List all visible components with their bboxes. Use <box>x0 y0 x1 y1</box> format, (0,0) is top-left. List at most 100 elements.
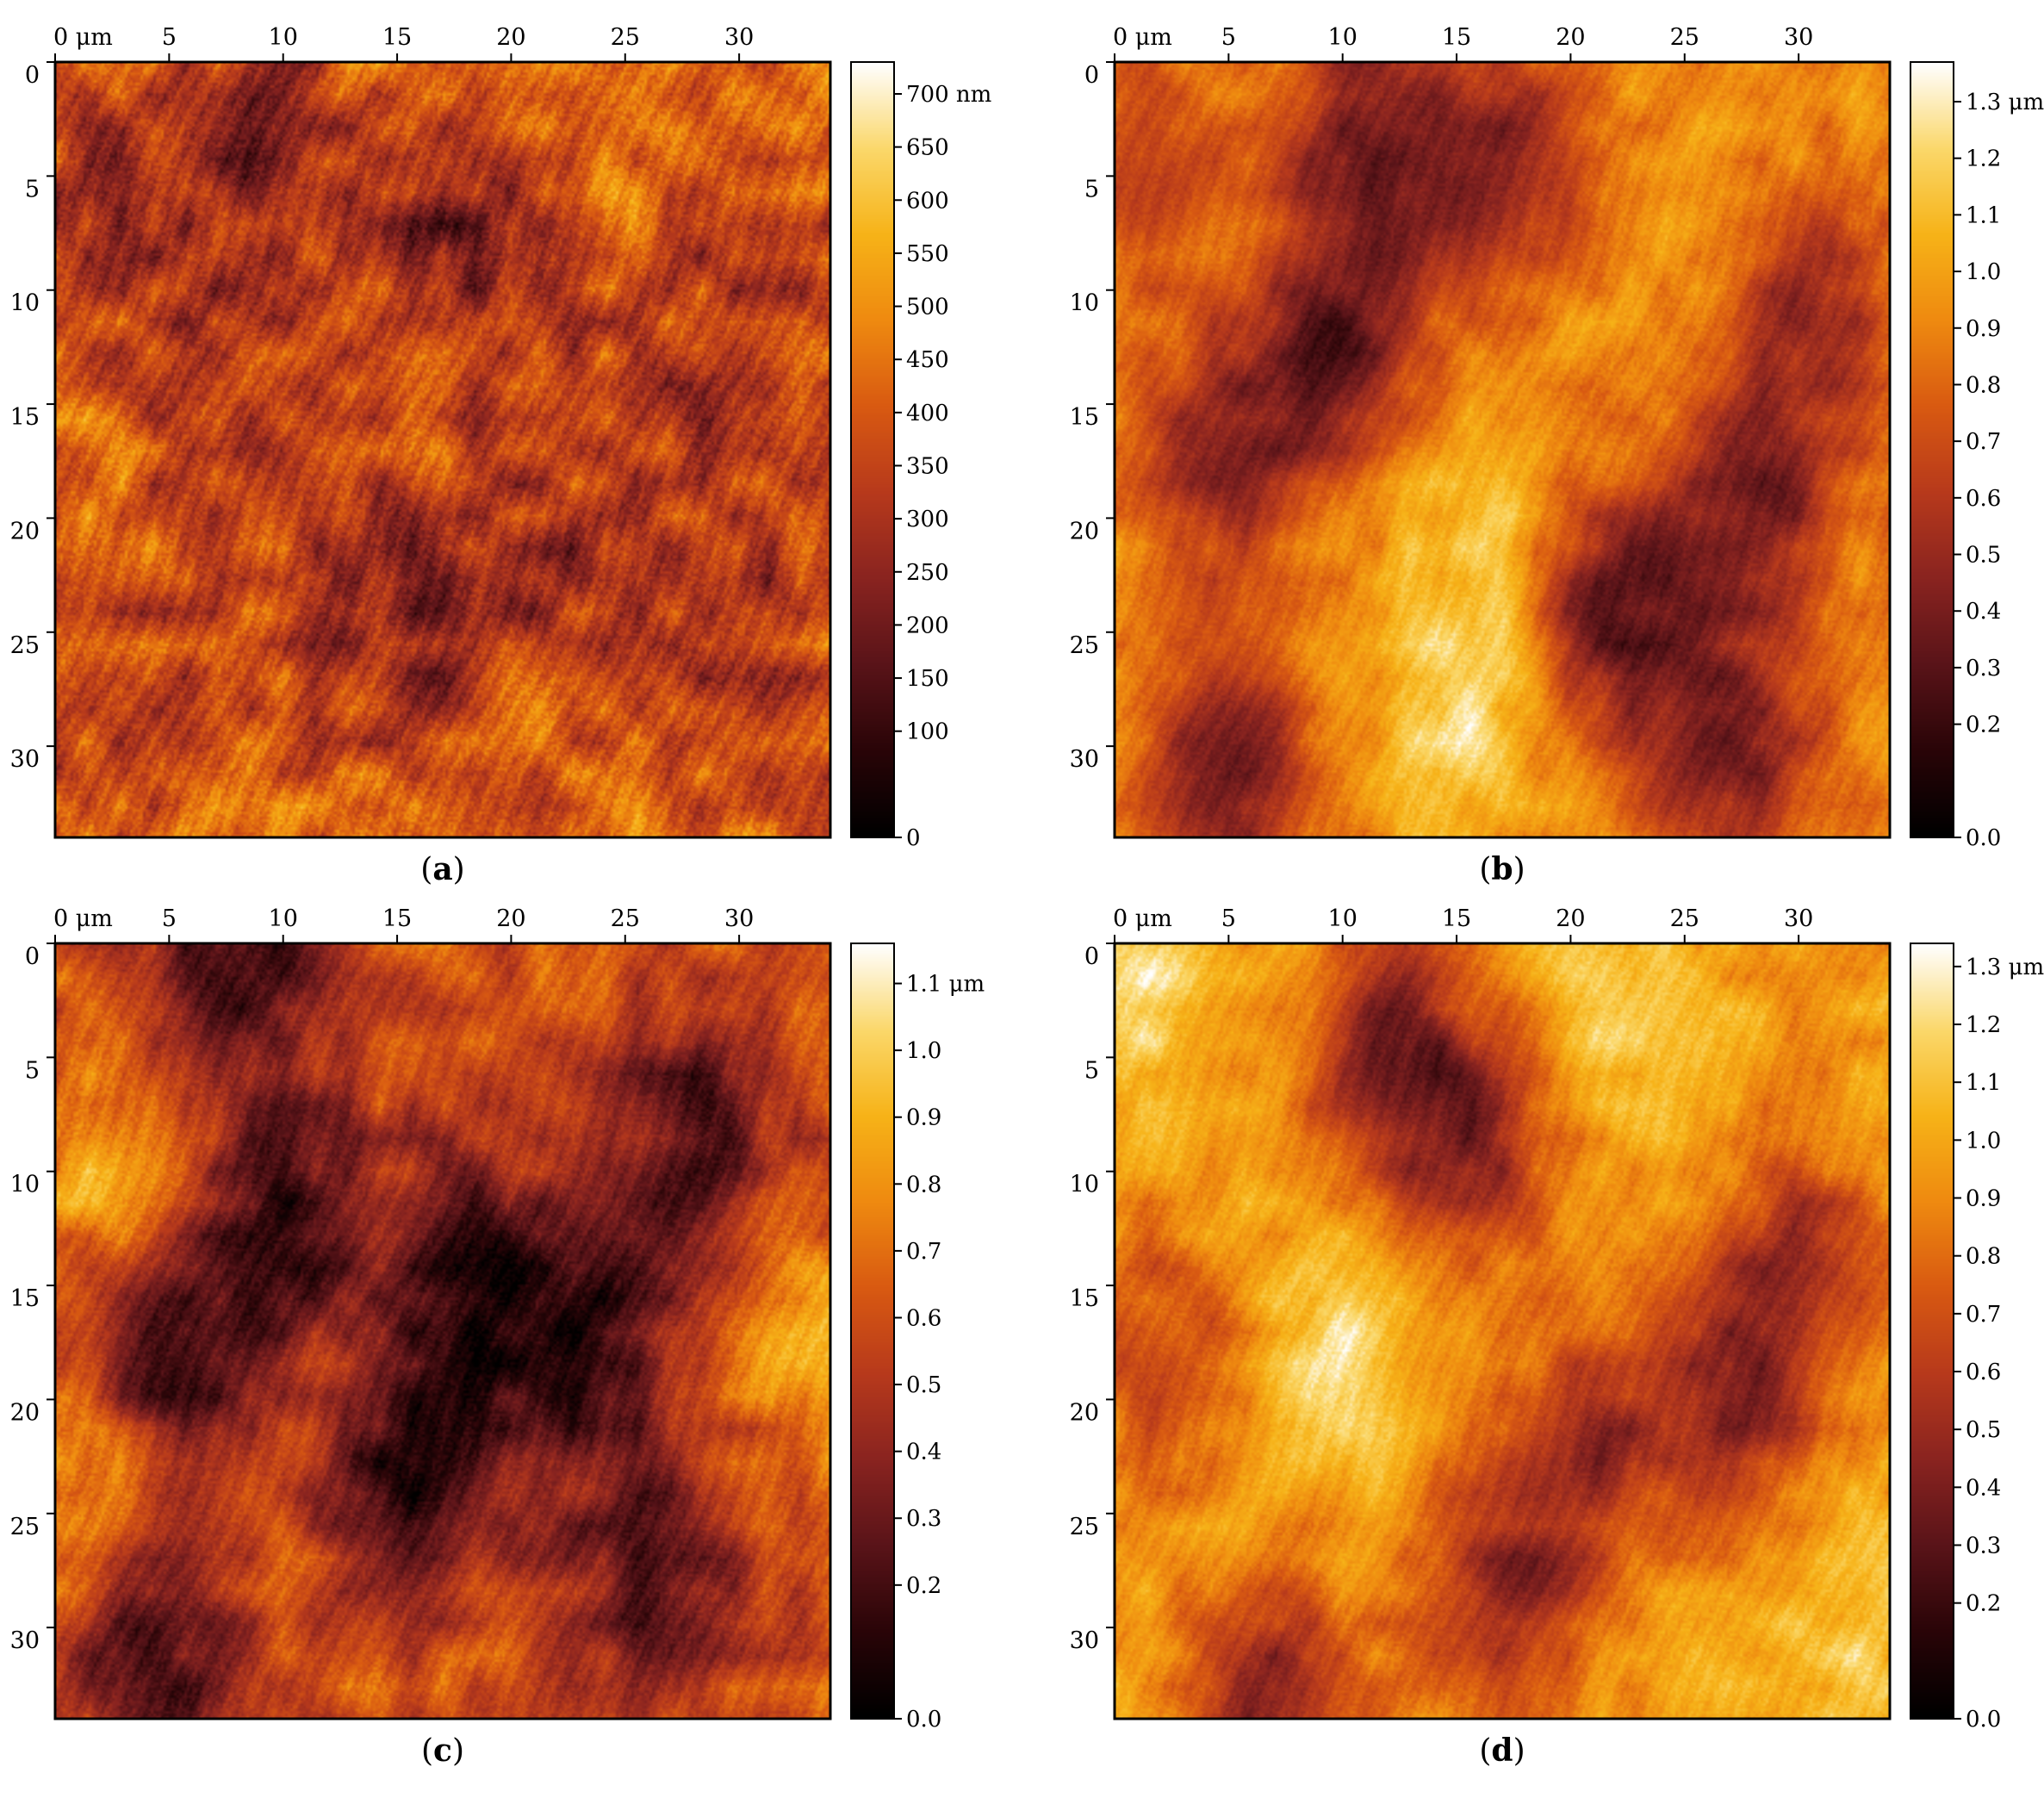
colorbar-label: 0.9 <box>1966 316 2001 342</box>
colorbar-frame <box>850 943 895 1720</box>
y-tick-label: 20 <box>1070 518 1099 544</box>
y-tick-label: 5 <box>1084 176 1099 202</box>
colorbar-label: 0.2 <box>906 1573 941 1599</box>
colorbar-label: 0.5 <box>1966 543 2001 569</box>
x-tick-label: 5 <box>162 24 177 51</box>
colorbar-label: 600 <box>906 188 949 214</box>
colorbar-label: 0.5 <box>1966 1417 2001 1443</box>
colorbar-label: 0.4 <box>1966 1475 2001 1501</box>
colorbar-label: 0.6 <box>1966 1359 2001 1385</box>
y-tick-label: 15 <box>10 404 40 431</box>
y-tick-label: 30 <box>1070 746 1099 773</box>
afm-map-c: 0 μm 5 10 15 20 25 30 0 5 10 15 20 25 30 1.1 μm 1.0 0.9 0… <box>10 905 985 1733</box>
colorbar-gradient <box>851 943 894 1719</box>
y-tick-label: 0 <box>25 943 40 970</box>
colorbar-label: 0.8 <box>1966 1244 2001 1270</box>
colorbar-label: 0.2 <box>1966 1591 2001 1617</box>
panel-a: 0 μm 5 10 15 20 25 30 0 5 10 15 20 25 30 700 nm 650 600 5… <box>0 0 992 913</box>
colorbar-gradient <box>1910 943 1954 1719</box>
colorbar-label: 0.9 <box>1966 1186 2001 1212</box>
y-tick-label: 10 <box>10 290 40 317</box>
colorbar-label: 250 <box>906 560 949 586</box>
colorbar-label: 1.0 <box>1966 1128 2001 1154</box>
colorbar-label: 0.5 <box>906 1372 941 1398</box>
caption-letter: b <box>1491 851 1513 887</box>
panel-d: 0 μm 5 10 15 20 25 30 0 5 10 15 20 25 30 1.3 μm 1.2 1.1 1… <box>1059 881 2044 1795</box>
colorbar-label: 100 <box>906 719 949 745</box>
x-tick-label: 5 <box>162 905 177 932</box>
x-tick-label: 15 <box>382 905 412 932</box>
colorbar-label: 1.1 <box>1966 202 2001 228</box>
y-tick-label: 20 <box>1070 1399 1099 1426</box>
panel-caption: (b) <box>1451 851 1554 887</box>
caption-open-paren: ( <box>420 1733 434 1769</box>
colorbar-label: 0.4 <box>906 1440 941 1465</box>
colorbar-label: 700 nm <box>906 82 991 108</box>
x-tick-label: 30 <box>724 24 754 51</box>
colorbar-label: 450 <box>906 347 949 373</box>
height-map-image <box>1115 943 1890 1719</box>
y-tick-label: 0 <box>25 62 40 89</box>
colorbar-label: 0.9 <box>906 1105 941 1131</box>
caption-open-paren: ( <box>1479 1733 1492 1769</box>
x-tick-label: 25 <box>1670 24 1699 51</box>
x-tick-label: 30 <box>1784 24 1813 51</box>
colorbar-gradient <box>851 62 894 837</box>
colorbar-label: 1.0 <box>906 1038 941 1064</box>
y-tick-label: 30 <box>1070 1627 1099 1654</box>
x-tick-label: 20 <box>1556 24 1585 51</box>
colorbar-label: 500 <box>906 295 949 320</box>
image-frame <box>53 942 832 1720</box>
x-tick-label: 25 <box>611 905 640 932</box>
caption-letter: a <box>432 851 453 887</box>
x-tick-label: 0 μm <box>53 905 113 932</box>
colorbar-label: 1.1 μm <box>906 972 985 998</box>
y-tick-label: 10 <box>10 1172 40 1198</box>
x-tick-label: 5 <box>1221 905 1236 932</box>
x-tick-label: 10 <box>269 24 298 51</box>
colorbar-label: 1.1 <box>1966 1070 2001 1096</box>
panel-c: 0 μm 5 10 15 20 25 30 0 5 10 15 20 25 30 1.1 μm 1.0 0.9 0… <box>0 881 985 1795</box>
colorbar-label: 0.4 <box>1966 599 2001 625</box>
y-tick-label: 0 <box>1084 62 1099 89</box>
x-tick-label: 0 μm <box>1113 24 1172 51</box>
x-tick-label: 15 <box>1442 24 1471 51</box>
colorbar-label: 0.0 <box>1966 1707 2001 1733</box>
height-map-image <box>55 62 830 837</box>
afm-map-b: 0 μm 5 10 15 20 25 30 0 5 10 15 20 25 30 1.3 μm 1.2 1.1 1… <box>1070 24 2044 851</box>
colorbar-frame <box>850 61 895 838</box>
panel-caption: (a) <box>391 851 494 887</box>
colorbar-label: 200 <box>906 613 949 638</box>
colorbar-frame <box>1910 61 1954 838</box>
image-frame <box>1113 942 1892 1720</box>
afm-map-d: 0 μm 5 10 15 20 25 30 0 5 10 15 20 25 30 1.3 μm 1.2 1.1 1… <box>1070 905 2044 1733</box>
colorbar-frame <box>1910 943 1954 1720</box>
y-tick-label: 10 <box>1070 290 1099 317</box>
y-tick-label: 20 <box>10 1399 40 1426</box>
y-tick-label: 10 <box>1070 1172 1099 1198</box>
y-tick-label: 15 <box>1070 404 1099 431</box>
colorbar-label: 0.7 <box>1966 1302 2001 1328</box>
x-tick-label: 25 <box>611 24 640 51</box>
colorbar-label: 0.6 <box>1966 486 2001 512</box>
colorbar-label: 400 <box>906 401 949 426</box>
colorbar-label: 1.3 μm <box>1966 90 2044 115</box>
colorbar-label: 0.6 <box>906 1305 941 1331</box>
x-tick-label: 10 <box>269 905 298 932</box>
colorbar-label: 0.0 <box>906 1707 941 1733</box>
y-tick-label: 25 <box>1070 632 1099 659</box>
colorbar-label: 0.7 <box>1966 429 2001 455</box>
colorbar-label: 1.0 <box>1966 259 2001 285</box>
y-tick-label: 20 <box>10 518 40 544</box>
colorbar-label: 150 <box>906 666 949 692</box>
colorbar-label: 0.3 <box>1966 656 2001 681</box>
colorbar-label: 0.7 <box>906 1239 941 1265</box>
colorbar-label: 0 <box>906 825 921 851</box>
y-tick-label: 30 <box>10 746 40 773</box>
caption-close-paren: ) <box>451 1733 464 1769</box>
x-tick-label: 20 <box>496 905 525 932</box>
caption-open-paren: ( <box>420 852 433 887</box>
colorbar-label: 1.2 <box>1966 1012 2001 1038</box>
caption-close-paren: ) <box>452 852 465 887</box>
